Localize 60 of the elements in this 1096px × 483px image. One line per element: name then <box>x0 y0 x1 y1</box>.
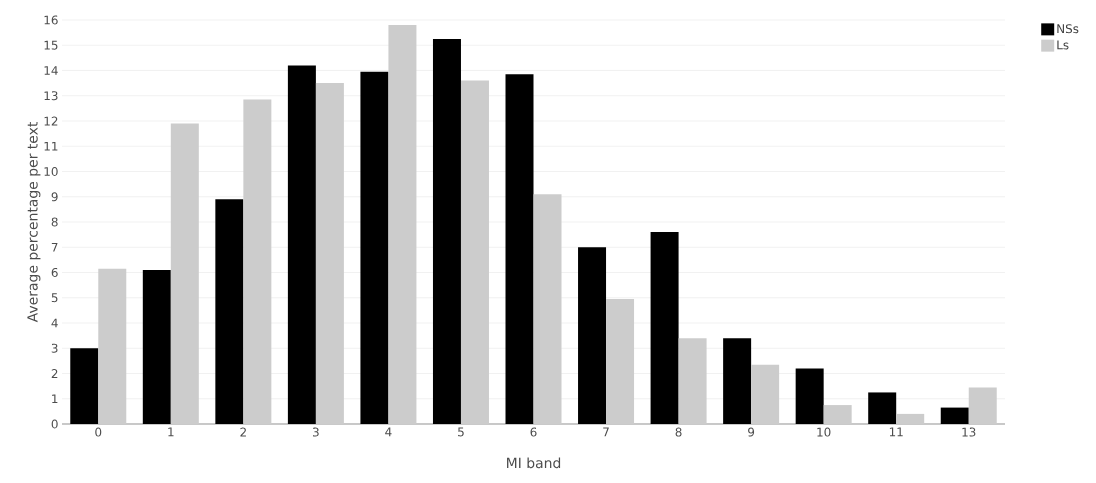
y-tick-label: 10 <box>44 166 58 177</box>
bar <box>751 364 780 424</box>
bar <box>215 199 244 424</box>
bar <box>432 38 461 424</box>
bar <box>606 299 635 424</box>
x-tick-label: 11 <box>889 427 903 437</box>
x-tick-label: 9 <box>748 427 755 437</box>
bar <box>533 194 562 424</box>
y-tick-label: 14 <box>44 66 58 75</box>
bar <box>968 387 997 424</box>
bar <box>70 348 99 424</box>
legend-label: Ls <box>1057 40 1069 50</box>
x-tick-label: 1 <box>168 427 174 437</box>
x-tick-label: 3 <box>312 427 319 437</box>
y-tick-label: 2 <box>51 369 58 378</box>
x-tick-label: 7 <box>603 427 609 437</box>
bar <box>723 338 752 424</box>
x-tick-label: 4 <box>385 427 392 437</box>
bar <box>142 269 171 424</box>
y-tick-label: 7 <box>51 242 58 252</box>
bar <box>98 268 127 424</box>
bar <box>360 71 389 424</box>
y-tick-label: 13 <box>44 91 58 101</box>
y-tick-label: 5 <box>51 293 58 303</box>
x-tick-label: 0 <box>95 427 102 437</box>
y-tick-label: 4 <box>51 318 58 328</box>
bar <box>170 123 199 424</box>
bar <box>460 80 489 424</box>
y-tick-label: 16 <box>44 15 58 25</box>
bar <box>388 25 417 424</box>
y-tick-label: 6 <box>51 267 58 278</box>
bar <box>940 407 969 424</box>
y-axis-title: Average percentage per text <box>27 121 41 323</box>
x-tick-label: 5 <box>458 427 464 437</box>
bar <box>678 338 707 424</box>
x-tick-label: 8 <box>675 427 682 437</box>
bar <box>578 247 607 424</box>
bar <box>315 83 344 424</box>
x-tick-label: 6 <box>530 427 537 437</box>
y-tick-label: 0 <box>51 419 58 429</box>
legend-label: NSs <box>1057 24 1079 34</box>
x-tick-label: 2 <box>240 427 246 437</box>
bar <box>823 405 852 424</box>
y-tick-label: 3 <box>51 343 58 353</box>
x-axis-title: MI band <box>507 457 561 469</box>
y-tick-label: 8 <box>51 217 58 227</box>
bar <box>287 65 316 424</box>
y-tick-label: 12 <box>44 116 58 126</box>
bar <box>505 74 534 424</box>
bar <box>868 392 897 424</box>
bar <box>243 99 272 424</box>
bar <box>795 368 824 424</box>
bar <box>650 232 679 424</box>
x-tick-label: 13 <box>962 427 976 437</box>
y-tick-label: 1 <box>52 394 58 404</box>
y-tick-label: 9 <box>51 192 58 202</box>
y-tick-label: 15 <box>44 40 58 50</box>
x-tick-label: 10 <box>817 427 831 437</box>
bar <box>896 413 925 424</box>
y-tick-label: 11 <box>44 141 58 151</box>
